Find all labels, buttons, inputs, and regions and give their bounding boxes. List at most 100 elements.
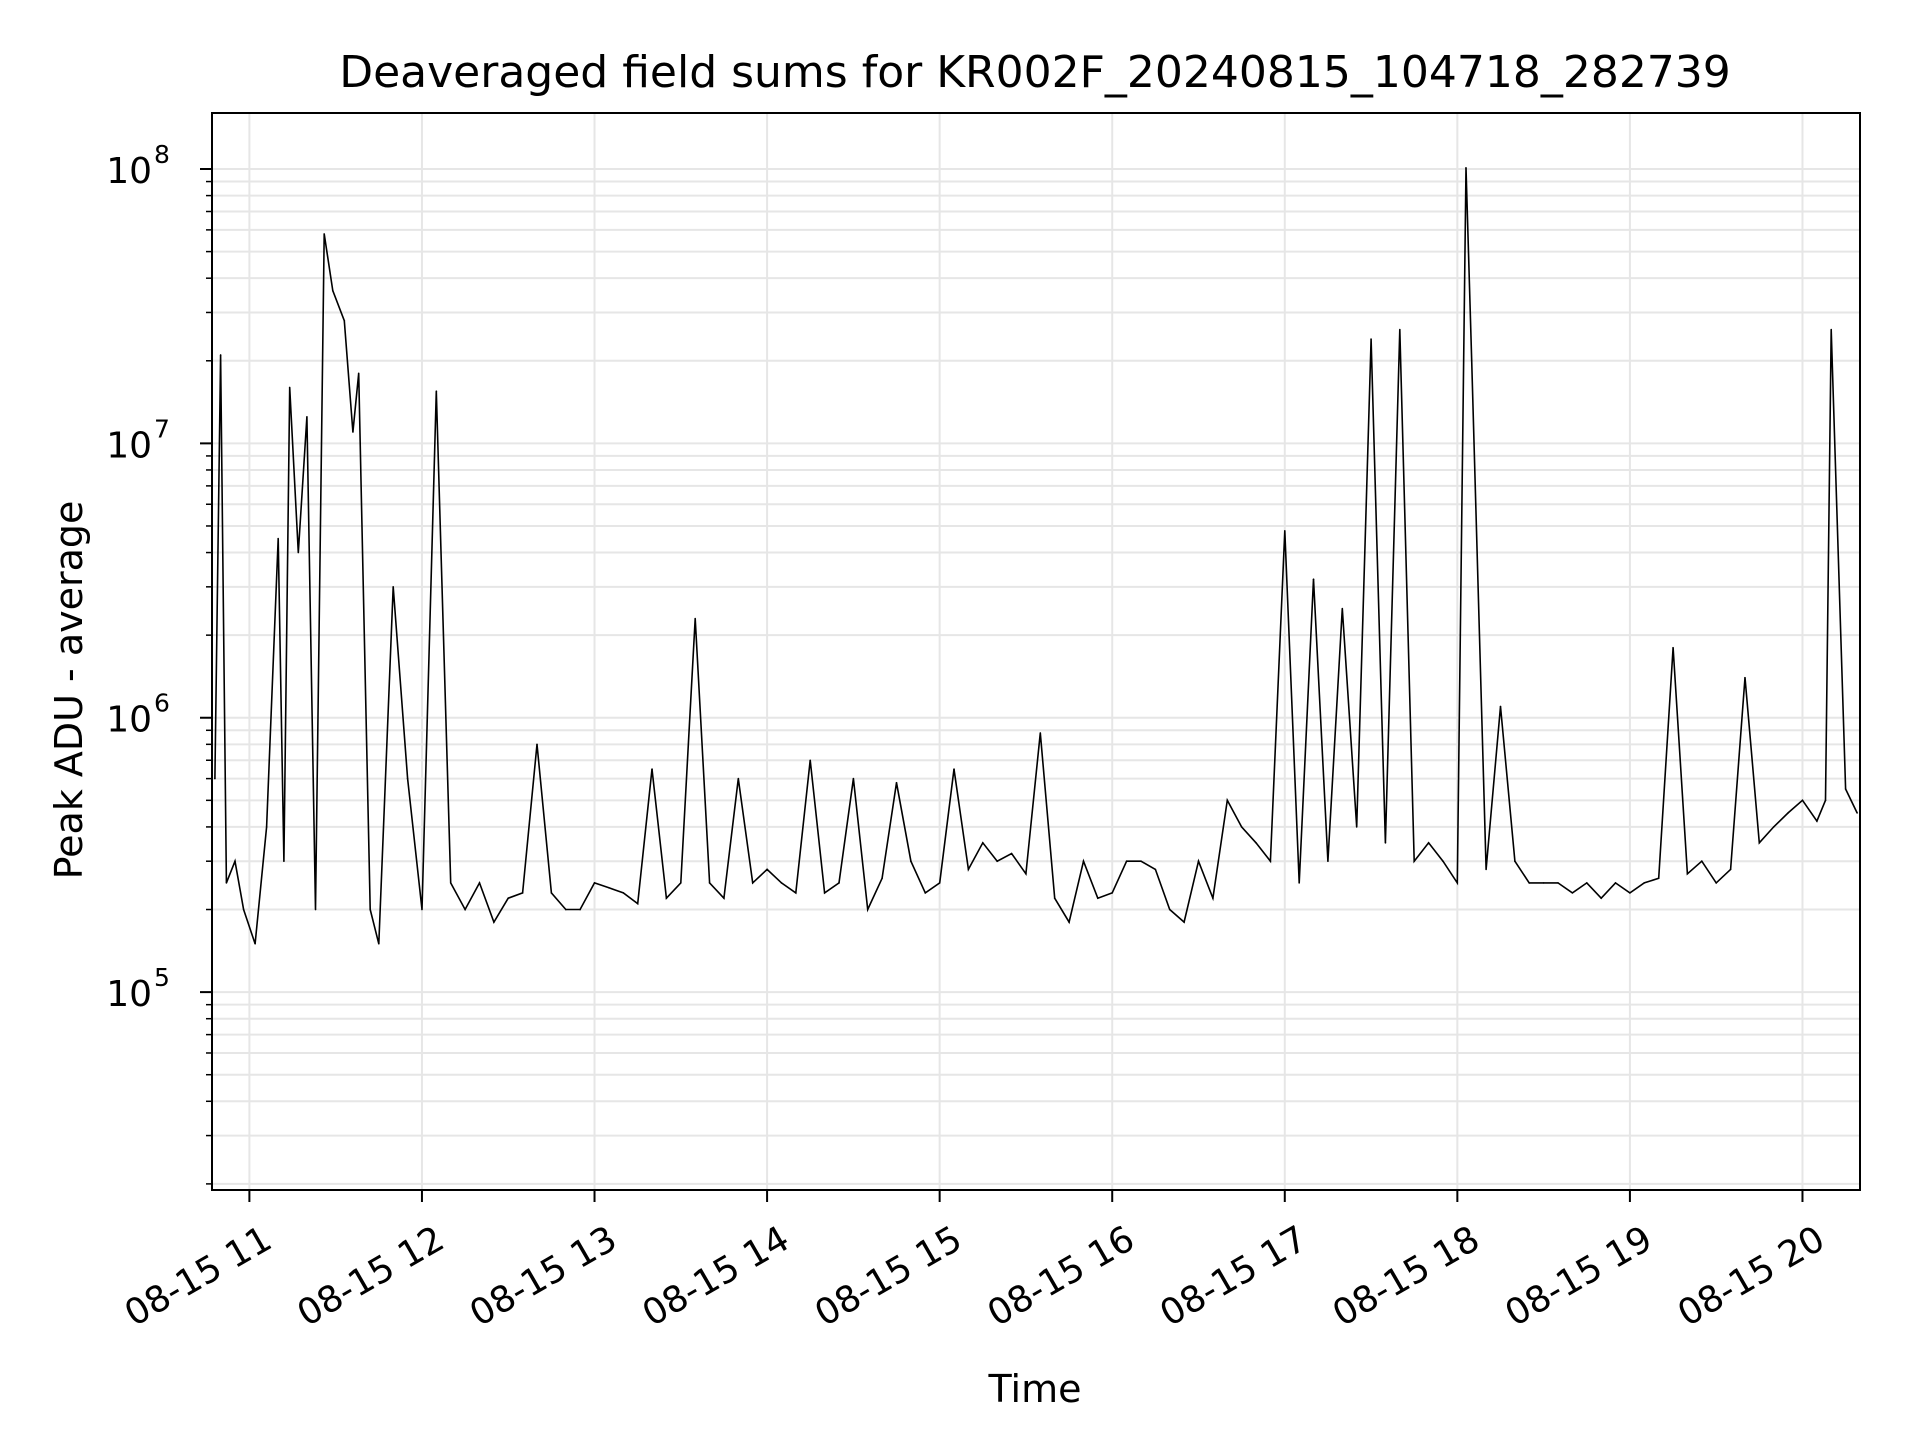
data-point [1111,892,1114,894]
data-point [1355,826,1358,828]
data-point [608,886,610,889]
data-point [343,319,346,322]
data-point [378,942,380,945]
data-point [1824,799,1827,802]
data-point [1614,882,1617,884]
axis-ticks [200,168,1804,1202]
data-point [809,759,812,762]
data-point [1744,676,1746,679]
data-point [1125,860,1128,863]
data-point [449,882,452,884]
data-point [1686,872,1689,875]
data-point [1456,882,1459,884]
y-tick-label: 10 [106,425,152,466]
y-tick-label: 10 [106,700,152,741]
data-point [1183,921,1185,923]
data-point [1255,842,1257,844]
data-point [564,908,567,911]
data-point [680,882,682,884]
data-point [331,289,334,292]
data-point [369,908,371,911]
data-point [1816,820,1818,822]
data-point [1212,897,1214,899]
series [214,167,1858,945]
data-point [219,354,222,356]
y-tick-label: 10 [106,974,152,1015]
data-point [967,868,970,871]
data-point [357,372,360,375]
data-point [435,390,438,392]
data-point [1715,882,1717,884]
data-point [881,877,883,880]
data-point [242,908,245,911]
data-point [1025,872,1027,875]
data-point [1384,842,1387,844]
x-tick-label: 08-15 18 [1326,1218,1487,1334]
data-point [1240,826,1243,828]
plot-frame [211,112,1861,1191]
x-tick-label: 08-15 20 [1671,1218,1832,1334]
data-point [1856,812,1858,814]
data-point [1413,860,1416,863]
data-point [306,415,308,418]
x-tick-label: 08-15 11 [118,1218,279,1334]
data-point [651,768,653,770]
data-point [1140,860,1142,863]
data-point [1801,799,1804,802]
x-tick-label: 08-15 16 [981,1218,1142,1334]
data-point [665,897,668,899]
data-point [1844,788,1847,790]
data-point [622,892,625,894]
x-tick-label: 08-15 19 [1499,1218,1660,1334]
data-point [277,537,279,540]
data-point [1082,860,1085,863]
data-point [1010,852,1013,855]
data-point [352,431,354,433]
data-point [852,777,855,780]
data-point [254,942,256,945]
data-point [406,777,409,780]
data-point [1269,860,1272,863]
grid [212,113,1860,1190]
data-point [751,882,754,884]
data-point [636,902,639,905]
data-point [838,882,840,884]
data-point [996,860,998,863]
data-point [694,617,696,620]
data-point [1470,359,1473,362]
data-point [478,882,481,884]
data-point [234,860,236,863]
data-point [1298,882,1300,884]
data-point [550,892,553,894]
data-point [1399,328,1401,331]
x-tick-label: 08-15 13 [463,1218,624,1334]
data-point [323,233,325,235]
data-point [766,868,768,871]
data-point [780,882,783,884]
data-point [421,908,423,911]
data-point [795,892,797,894]
data-point [464,908,466,911]
data-point [1758,842,1761,844]
data-point [708,882,711,884]
data-point [1053,897,1056,899]
data-point [938,882,941,884]
data-point [1787,812,1789,814]
data-point [1672,646,1674,649]
data-point [579,908,581,911]
data-point [1528,882,1531,884]
x-tick-label: 08-15 12 [291,1218,452,1334]
data-point [1643,882,1646,884]
x-axis-label: Time [988,1367,1082,1411]
data-point [866,908,869,911]
y-tick-label-exponent: 5 [154,963,170,992]
data-point [507,897,510,899]
data-point [723,897,725,899]
chart-title: Deaveraged field sums for KR002F_2024081… [339,47,1731,98]
x-tick-label: 08-15 15 [808,1218,969,1334]
data-point [1485,868,1487,871]
x-tick-label: 08-15 17 [1153,1218,1314,1334]
y-tick-label-exponent: 6 [154,689,170,718]
